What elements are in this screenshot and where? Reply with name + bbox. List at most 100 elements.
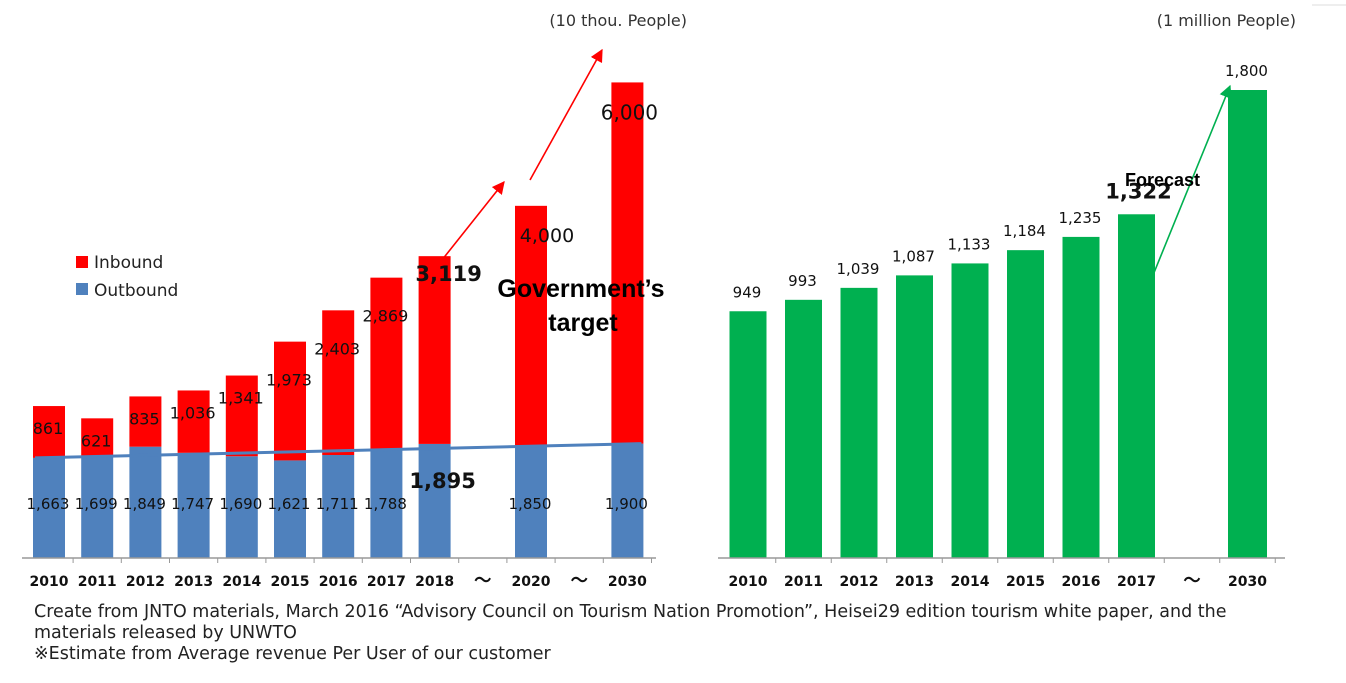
right-x-tick-label-2017-7: 2017 (1117, 574, 1156, 590)
growth-arrow-2 (529, 48, 603, 181)
right-x-tick-label-2011-1: 2011 (784, 574, 823, 590)
outbound-value-label-2010: 1,663 (27, 495, 70, 513)
legend-label-inbound: Inbound (94, 253, 163, 273)
legend-swatch-outbound (76, 283, 88, 295)
visitor-value-label-2011: 993 (788, 272, 817, 290)
visitor-bar-2012 (840, 287, 878, 558)
left-x-tick-label-2011-1: 2011 (78, 574, 117, 590)
visitor-value-label-2010: 949 (733, 283, 762, 301)
inbound-value-label-2011: 621 (81, 431, 112, 450)
inbound-value-label-2016: 2,403 (314, 339, 360, 358)
inbound-value-label-2015: 1,973 (266, 371, 312, 390)
outbound-value-label-2015: 1,621 (268, 495, 311, 513)
footnote-line-2: materials released by UNWTO (34, 623, 297, 643)
outbound-value-label-2011: 1,699 (75, 495, 118, 513)
right-x-tick-label-2010-0: 2010 (729, 574, 768, 590)
outbound-value-label-2030: 1,900 (605, 495, 648, 513)
outbound-bar-2010 (33, 457, 65, 558)
inbound-bar-2017 (370, 277, 403, 451)
outbound-value-label-2017: 1,788 (364, 495, 407, 513)
outbound-bar-2030 (611, 443, 644, 558)
left-x-tick-label-2014-4: 2014 (222, 574, 261, 590)
visitor-value-label-2015: 1,184 (1003, 222, 1046, 240)
inbound-bar-2020 (515, 205, 547, 447)
outbound-value-label-2013: 1,747 (171, 495, 214, 513)
outbound-bar-2014 (225, 456, 258, 558)
legend-label-outbound: Outbound (94, 281, 178, 301)
visitor-value-label-2012: 1,039 (837, 260, 880, 278)
visitor-value-label-2014: 1,133 (948, 235, 991, 253)
visitor-bar-2015 (1007, 250, 1044, 558)
right-x-tick-label-2012-2: 2012 (840, 574, 879, 590)
left-x-tick-label-gap-9: ～ (474, 571, 491, 591)
left-x-tick-label-2015-5: 2015 (271, 574, 310, 590)
visitor-bar-2017 (1118, 214, 1155, 558)
inbound-value-label-2030: 6,000 (601, 100, 658, 124)
visitor-bar-2010 (729, 311, 767, 558)
right-x-tick-label-2016-6: 2016 (1062, 574, 1101, 590)
left-chart: (10 thou. People) 1,663 861 1,699 621 1,849 8… (22, 11, 687, 591)
visitor-value-label-2017: 1,322 (1105, 179, 1171, 203)
outbound-trend-line (34, 442, 642, 460)
visitor-bar-2014 (951, 263, 989, 558)
forecast-arrow (1137, 84, 1232, 313)
visitor-value-label-2030: 1,800 (1225, 62, 1268, 80)
right-x-tick-label-2015-5: 2015 (1006, 574, 1045, 590)
source-footnote: Create from JNTO materials, March 2016 “… (34, 602, 1324, 665)
left-unit-label: (10 thou. People) (549, 11, 687, 30)
right-x-tick-label-gap-8: ～ (1184, 571, 1201, 591)
inbound-bar-2010 (33, 406, 65, 458)
outbound-bar-2013 (177, 452, 210, 558)
inbound-value-label-2013: 1,036 (170, 403, 216, 422)
right-x-tick-label-2014-4: 2014 (951, 574, 990, 590)
legend: Inbound Outbound (76, 253, 178, 301)
left-x-tick-label-2012-2: 2012 (126, 574, 165, 590)
outbound-bar-2020 (515, 446, 547, 558)
growth-arrow-1 (437, 180, 505, 266)
outbound-value-label-2012: 1,849 (123, 495, 166, 513)
outbound-value-label-2016: 1,711 (316, 495, 359, 513)
left-x-tick-label-2017-7: 2017 (367, 574, 406, 590)
inbound-value-label-2012: 835 (129, 409, 160, 428)
outbound-bar-2011 (81, 455, 114, 558)
inbound-value-label-2020: 4,000 (520, 225, 574, 247)
inbound-bar-2030 (611, 82, 644, 444)
right-x-tick-label-2030-9: 2030 (1228, 574, 1267, 590)
outbound-bar-2018 (418, 443, 451, 558)
right-unit-label: (1 million People) (1157, 11, 1296, 30)
outbound-bar-2017 (370, 450, 403, 558)
inbound-bar-2012 (129, 396, 162, 447)
outbound-value-label-2014: 1,690 (219, 495, 262, 513)
left-x-tick-label-2016-6: 2016 (319, 574, 358, 590)
outbound-value-label-2020: 1,850 (509, 495, 552, 513)
inbound-value-label-2017: 2,869 (362, 307, 408, 326)
legend-swatch-inbound (76, 256, 88, 268)
inbound-bar-2013 (177, 390, 210, 453)
left-x-tick-label-2010-0: 2010 (30, 574, 69, 590)
visitor-bar-2030 (1228, 90, 1267, 558)
footnote-line-3: ※Estimate from Average revenue Per User … (34, 644, 551, 664)
visitor-bar-2016 (1062, 236, 1100, 558)
left-x-tick-label-2020-10: 2020 (512, 574, 551, 590)
left-x-tick-label-2018-8: 2018 (415, 574, 454, 590)
inbound-bar-2016 (322, 310, 355, 455)
forecast-annotation: Forecast (1125, 170, 1200, 190)
inbound-bar-2015 (274, 341, 306, 461)
inbound-bar-2014 (225, 375, 258, 457)
visitor-bar-2011 (785, 299, 822, 558)
left-x-tick-label-2013-3: 2013 (174, 574, 213, 590)
visitor-value-label-2016: 1,235 (1059, 209, 1102, 227)
visitor-value-label-2013: 1,087 (892, 247, 935, 265)
left-x-tick-label-gap-11: ～ (571, 571, 588, 591)
inbound-value-label-2018: 3,119 (415, 262, 481, 286)
right-chart: (1 million People) 949 993 1,039 1,087 1,133… (718, 4, 1346, 591)
government-target-annotation: Government’s target (497, 275, 664, 337)
inbound-value-label-2010: 861 (33, 419, 64, 438)
outbound-bar-2016 (322, 454, 355, 558)
outbound-bar-2015 (274, 460, 306, 558)
right-x-tick-label-2013-3: 2013 (895, 574, 934, 590)
footnote-line-1: Create from JNTO materials, March 2016 “… (34, 602, 1227, 622)
inbound-bar-2011 (81, 418, 114, 456)
inbound-bar-2018 (418, 256, 451, 444)
